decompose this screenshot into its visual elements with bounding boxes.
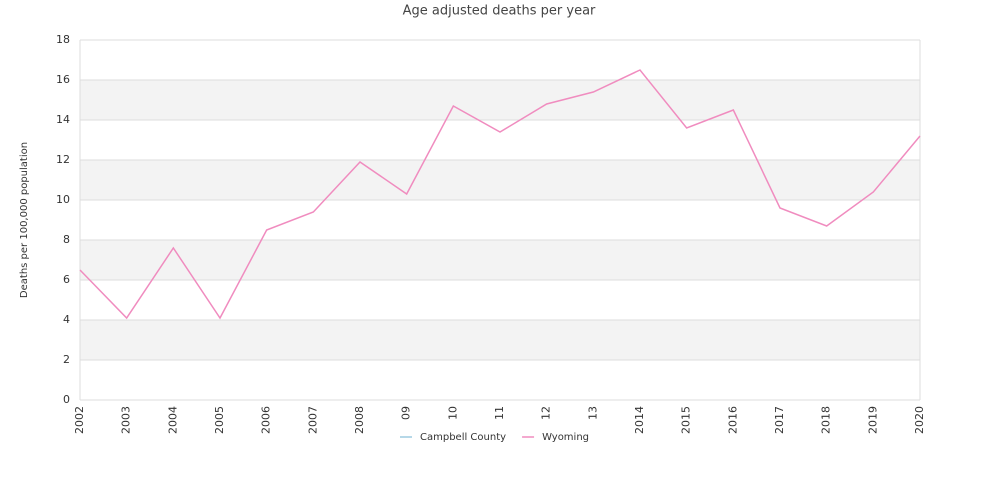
x-tick-label: 11 — [493, 406, 506, 420]
legend-label: Campbell County — [420, 432, 506, 443]
y-tick-label: 10 — [56, 193, 70, 206]
x-tick-label: 2005 — [213, 406, 226, 434]
y-tick-label: 2 — [63, 353, 70, 366]
y-tick-label: 4 — [63, 313, 70, 326]
x-tick-label: 12 — [540, 406, 553, 420]
x-tick-label: 13 — [586, 406, 599, 420]
x-tick-label: 2004 — [166, 406, 179, 434]
legend-label: Wyoming — [542, 432, 589, 443]
x-tick-label: 2014 — [633, 406, 646, 434]
x-tick-label: 09 — [400, 406, 413, 420]
x-tick-label: 2017 — [773, 406, 786, 434]
x-tick-label: 2018 — [820, 406, 833, 434]
y-tick-label: 18 — [56, 33, 70, 46]
y-tick-label: 16 — [56, 73, 70, 86]
grid-band — [80, 160, 920, 200]
y-tick-label: 8 — [63, 233, 70, 246]
x-tick-label: 2002 — [73, 406, 86, 434]
x-tick-label: 2008 — [353, 406, 366, 434]
chart-title: Age adjusted deaths per year — [403, 4, 596, 19]
y-axis-label: Deaths per 100,000 population — [19, 142, 30, 298]
grid-band — [80, 240, 920, 280]
y-tick-label: 0 — [63, 393, 70, 406]
y-tick-label: 12 — [56, 153, 70, 166]
x-tick-label: 2007 — [306, 406, 319, 434]
x-tick-label: 2015 — [680, 406, 693, 434]
y-tick-label: 14 — [56, 113, 70, 126]
x-tick-label: 2016 — [726, 406, 739, 434]
y-tick-label: 6 — [63, 273, 70, 286]
grid-band — [80, 320, 920, 360]
x-tick-label: 10 — [446, 406, 459, 420]
x-tick-label: 2003 — [120, 406, 133, 434]
line — [79, 69, 921, 320]
grid-band — [80, 80, 920, 120]
x-tick-label: 2019 — [866, 406, 879, 434]
x-tick-label: 2020 — [913, 406, 926, 434]
x-tick-label: 2006 — [260, 406, 273, 434]
